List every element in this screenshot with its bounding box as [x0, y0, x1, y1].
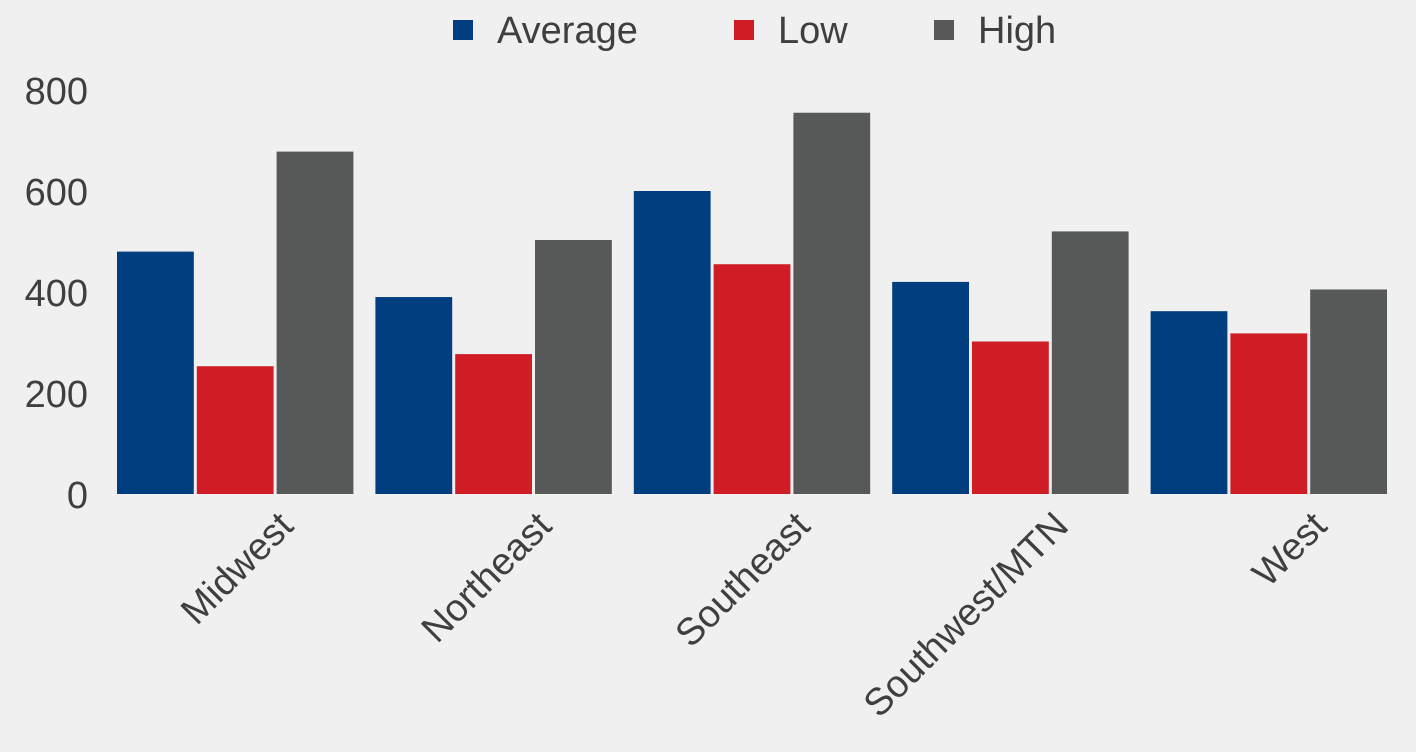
- x-category-label: Midwest: [173, 504, 302, 633]
- bar-high-west: [1310, 289, 1387, 494]
- bar-average-west: [1150, 311, 1228, 494]
- legend-label: Low: [778, 10, 848, 52]
- y-tick-label: 0: [67, 475, 88, 517]
- bar-high-southeast: [793, 112, 871, 494]
- bar-high-midwest: [276, 151, 354, 495]
- legend: Average Low High: [453, 10, 1056, 52]
- bar-high-southwest-mtn: [1051, 231, 1129, 494]
- x-category-label: West: [1245, 504, 1336, 595]
- y-tick-label: 200: [25, 374, 88, 416]
- bar-average-northeast: [375, 297, 453, 494]
- legend-swatch: [934, 20, 954, 40]
- legend-swatch: [734, 20, 754, 40]
- bar-low-west: [1230, 333, 1308, 494]
- bar-average-midwest: [117, 251, 194, 494]
- legend-label: Average: [497, 10, 638, 52]
- y-tick-label: 800: [25, 71, 88, 113]
- legend-label: High: [978, 10, 1056, 52]
- y-axis: 0 200 400 600 800: [25, 71, 88, 517]
- x-category-label: Southwest/MTN: [856, 505, 1077, 726]
- legend-item-low: Low: [734, 10, 848, 52]
- x-category-label: Northeast: [414, 504, 561, 651]
- x-category-label: Southeast: [668, 504, 819, 655]
- legend-item-average: Average: [453, 10, 638, 52]
- bars: [117, 112, 1387, 495]
- bar-low-southwest-mtn: [972, 341, 1049, 494]
- bar-average-southeast: [633, 191, 711, 494]
- bar-average-southwest-mtn: [892, 281, 969, 494]
- bar-low-northeast: [455, 354, 532, 494]
- bar-high-northeast: [535, 239, 612, 494]
- legend-item-high: High: [934, 10, 1056, 52]
- legend-swatch: [453, 20, 473, 40]
- x-axis: Midwest Northeast Southeast Southwest/MTN We…: [173, 504, 1335, 725]
- bar-low-southeast: [713, 264, 791, 494]
- y-tick-label: 600: [25, 172, 88, 214]
- y-tick-label: 400: [25, 273, 88, 315]
- bar-low-midwest: [196, 366, 274, 494]
